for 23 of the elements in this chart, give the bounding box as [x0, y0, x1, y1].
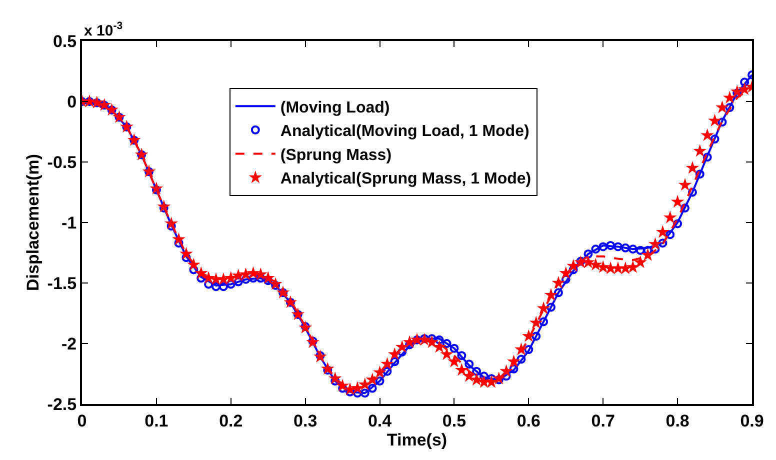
y-tick-label: 0	[67, 92, 77, 112]
x-tick-label: 0.3	[294, 411, 318, 430]
x-tick-label: 0.5	[442, 411, 466, 430]
y-tick-label: 0.5	[52, 32, 77, 51]
x-tick-label: 0.1	[144, 411, 168, 430]
legend-label: Analytical(Sprung Mass, 1 Mode)	[280, 170, 532, 188]
y-axis-title: Displacement(m)	[23, 154, 42, 291]
y-tick-label: -2.5	[47, 394, 77, 414]
x-tick-label: 0.8	[666, 411, 690, 430]
x-tick-label: 0.7	[591, 411, 615, 430]
x-tick-label: 0.2	[219, 411, 243, 430]
x-tick-label: 0.9	[740, 411, 764, 430]
y-tick-label: -1.5	[47, 274, 77, 293]
y-tick-label: -1	[61, 213, 77, 232]
y-tick-label: -2	[61, 334, 77, 354]
legend-label: Analytical(Moving Load, 1 Mode)	[280, 123, 530, 140]
legend-label: (Moving Load)	[280, 99, 390, 116]
legend-label: (Sprung Mass)	[280, 146, 392, 164]
x-tick-label: 0.4	[368, 411, 392, 430]
y-tick-label: -0.5	[47, 152, 77, 172]
x-axis-title: Time(s)	[386, 430, 448, 450]
x-tick-label: 0.6	[516, 411, 540, 430]
text: x 10$^{-3}$	[84, 20, 123, 40]
